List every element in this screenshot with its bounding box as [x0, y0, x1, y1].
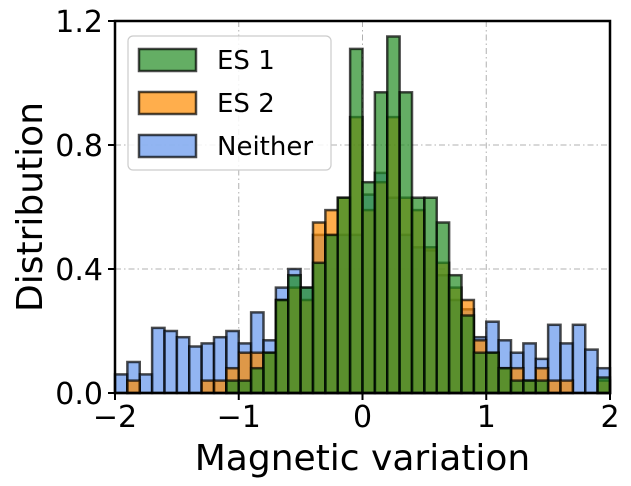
bar	[534, 379, 550, 395]
legend-label: ES 1	[217, 46, 275, 76]
bar	[435, 221, 451, 395]
legend-swatch	[137, 47, 198, 73]
bar	[249, 366, 265, 395]
bar	[163, 329, 179, 395]
bar	[373, 91, 389, 395]
bar	[126, 379, 141, 395]
x-tick-label: 2	[600, 400, 619, 435]
x-axis-label: Magnetic variation	[195, 438, 530, 479]
y-tick-label: 0.8	[55, 129, 103, 164]
bar	[571, 323, 587, 395]
legend-entry: ES 1	[137, 46, 275, 76]
x-tick-label: −1	[217, 400, 261, 435]
bar	[188, 345, 203, 395]
bar	[472, 351, 488, 395]
bar	[522, 379, 537, 395]
bar	[584, 348, 599, 395]
legend: ES 1 ES 2 Neither	[127, 35, 332, 171]
bar	[287, 273, 302, 395]
legend-swatch	[137, 90, 198, 116]
x-tick-label: 1	[477, 400, 496, 435]
bar	[311, 261, 327, 395]
ticks: −2 −1 0 1 2 0.0 0.4 0.8 1.2	[55, 5, 619, 435]
bar	[460, 314, 476, 395]
bar	[299, 286, 315, 395]
bar	[398, 91, 414, 395]
y-tick-label: 1.2	[55, 5, 103, 40]
legend-entry: Neither	[137, 132, 313, 162]
bar	[447, 273, 463, 395]
bar	[348, 47, 364, 395]
bar	[410, 196, 426, 395]
bar	[559, 379, 575, 395]
bar	[212, 379, 228, 395]
legend-label: ES 2	[217, 89, 275, 119]
bar	[237, 379, 253, 395]
y-axis-label: Distribution	[10, 102, 51, 312]
bar	[274, 298, 290, 395]
y-tick-label: 0.0	[55, 377, 103, 412]
bars	[113, 35, 612, 395]
x-tick-label: −2	[93, 400, 137, 435]
bar	[262, 351, 278, 395]
y-tick-label: 0.4	[55, 253, 103, 288]
legend-label: Neither	[217, 132, 313, 162]
bar	[546, 379, 562, 395]
bar	[423, 196, 438, 395]
legend-entry: ES 2	[137, 89, 275, 119]
bar	[175, 335, 191, 395]
bar	[497, 366, 513, 395]
legend-swatch	[137, 133, 198, 159]
bar	[138, 373, 154, 395]
bar	[225, 379, 240, 395]
bar	[324, 233, 339, 395]
bar	[336, 196, 352, 395]
bar	[485, 351, 500, 395]
x-tick-label: 0	[353, 400, 372, 435]
bar	[386, 35, 401, 395]
bar	[113, 373, 129, 395]
bar	[361, 180, 377, 395]
bar	[509, 379, 525, 395]
bar	[150, 326, 166, 395]
bar	[596, 376, 612, 395]
bar	[200, 379, 216, 395]
